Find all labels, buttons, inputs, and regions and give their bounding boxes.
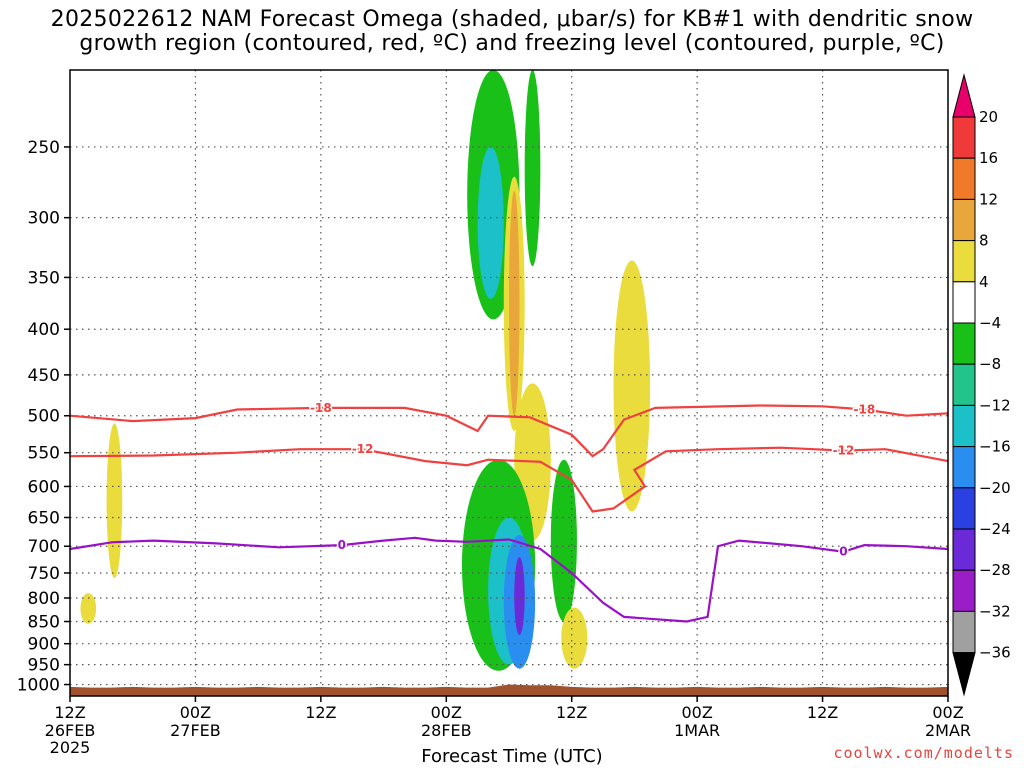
chart-title-line1: 2025022612 NAM Forecast Omega (shaded, μ… <box>50 7 974 32</box>
contour-label-2-1: 0 <box>839 545 847 559</box>
x-axis-label: Forecast Time (UTC) <box>421 746 603 767</box>
colorbar-bottom-arrow <box>952 652 976 697</box>
y-tick-label-300: 300 <box>28 209 60 229</box>
contour-label-0-1: -18 <box>854 402 876 416</box>
omega-shade-5 <box>509 190 520 416</box>
x-tick-label-0: 12Z <box>54 703 85 722</box>
y-tick-label-750: 750 <box>28 564 60 584</box>
omega-shade-13 <box>550 459 577 622</box>
colorbar-label-8: −16 <box>979 438 1011 456</box>
colorbar-swatch-3 <box>952 198 976 242</box>
colorbar-label-3: 8 <box>979 232 989 250</box>
x-tick-date-0: 26FEB <box>45 721 96 740</box>
colorbar-label-2: 12 <box>979 190 998 208</box>
omega-shade-14 <box>561 607 588 669</box>
y-tick-label-550: 550 <box>28 444 60 464</box>
y-tick-label-400: 400 <box>28 320 60 340</box>
colorbar-label-11: −28 <box>979 561 1011 579</box>
omega-shade-7 <box>613 260 651 512</box>
colorbar-top-arrow <box>952 73 976 118</box>
y-tick-label-500: 500 <box>28 407 60 427</box>
x-tick-date-36: 28FEB <box>421 721 472 740</box>
terrain-band <box>70 684 948 696</box>
y-tick-label-950: 950 <box>28 656 60 676</box>
omega-shade-1 <box>80 593 97 624</box>
colorbar-label-6: −8 <box>979 355 1001 373</box>
colorbar: 20 16 12 8 4 −4 −8 −12 −16 −20 −24 −28 −32 −36 <box>952 73 1011 697</box>
contour-layer: -18 -18 -12 -12 0 0 <box>69 399 949 623</box>
colorbar-label-4: 4 <box>979 273 989 291</box>
x-tick-date-12: 27FEB <box>170 721 221 740</box>
colorbar-swatch-12 <box>952 569 976 612</box>
y-tick-label-850: 850 <box>28 613 60 633</box>
colorbar-label-10: −24 <box>979 520 1011 538</box>
colorbar-label-13: −36 <box>979 644 1011 662</box>
contour-label-1-0: -12 <box>352 442 374 456</box>
y-tick-label-1000: 1000 <box>17 676 60 696</box>
colorbar-label-0: 20 <box>979 108 998 126</box>
chart-title-line2: growth region (contoured, red, ºC) and f… <box>79 31 945 56</box>
colorbar-label-12: −32 <box>979 602 1011 620</box>
contour-label-1-1: -12 <box>833 444 855 458</box>
y-tick-label-350: 350 <box>28 268 60 288</box>
colorbar-swatch-10 <box>952 487 976 530</box>
omega-shading-layer <box>80 69 651 671</box>
axis-layer: 2503003504004505005506006507007508008509… <box>17 69 971 757</box>
contour-line-0 <box>69 536 949 623</box>
x-tick-date-84: 2MAR <box>925 721 971 740</box>
x-tick-label-36: 00Z <box>431 703 462 722</box>
y-tick-label-700: 700 <box>28 537 60 557</box>
x-tick-year-0: 2025 <box>50 738 91 757</box>
colorbar-label-1: 16 <box>979 149 998 167</box>
contour-line-minus12 <box>69 446 949 513</box>
y-tick-label-900: 900 <box>28 635 60 655</box>
y-tick-label-800: 800 <box>28 589 60 609</box>
colorbar-swatch-1 <box>952 116 976 159</box>
colorbar-swatch-6 <box>952 322 976 365</box>
y-tick-label-450: 450 <box>28 366 60 386</box>
x-tick-label-12: 00Z <box>180 703 211 722</box>
colorbar-swatch-5 <box>952 281 976 324</box>
colorbar-swatch-13 <box>952 610 976 654</box>
x-tick-label-48: 12Z <box>556 703 587 722</box>
y-tick-label-600: 600 <box>28 477 60 497</box>
colorbar-label-5: −4 <box>979 314 1001 332</box>
x-tick-label-72: 12Z <box>807 703 838 722</box>
omega-shade-3 <box>477 146 504 299</box>
x-tick-label-24: 12Z <box>305 703 336 722</box>
colorbar-swatch-7 <box>952 363 976 406</box>
colorbar-swatch-4 <box>952 240 976 283</box>
plot-frame <box>69 69 949 697</box>
contour-label-2-0: 0 <box>338 538 346 552</box>
x-tick-date-60: 1MAR <box>674 721 720 740</box>
x-tick-label-60: 00Z <box>681 703 712 722</box>
omega-shade-12 <box>514 557 525 635</box>
omega-shade-6 <box>524 69 541 267</box>
colorbar-swatch-2 <box>952 157 976 200</box>
colorbar-label-7: −12 <box>979 396 1011 414</box>
colorbar-swatch-9 <box>952 446 976 489</box>
x-tick-label-84: 00Z <box>932 703 963 722</box>
contour-line-minus18 <box>69 404 949 458</box>
contour-label-0-0: -18 <box>310 401 332 415</box>
colorbar-swatch-11 <box>952 528 976 571</box>
y-tick-label-250: 250 <box>28 138 60 158</box>
terrain-shape <box>70 684 948 696</box>
y-tick-label-650: 650 <box>28 508 60 528</box>
credit-text: coolwx.com/modelts <box>833 744 1014 762</box>
colorbar-label-9: −20 <box>979 479 1011 497</box>
omega-shade-0 <box>106 423 123 579</box>
colorbar-swatch-8 <box>952 404 976 448</box>
